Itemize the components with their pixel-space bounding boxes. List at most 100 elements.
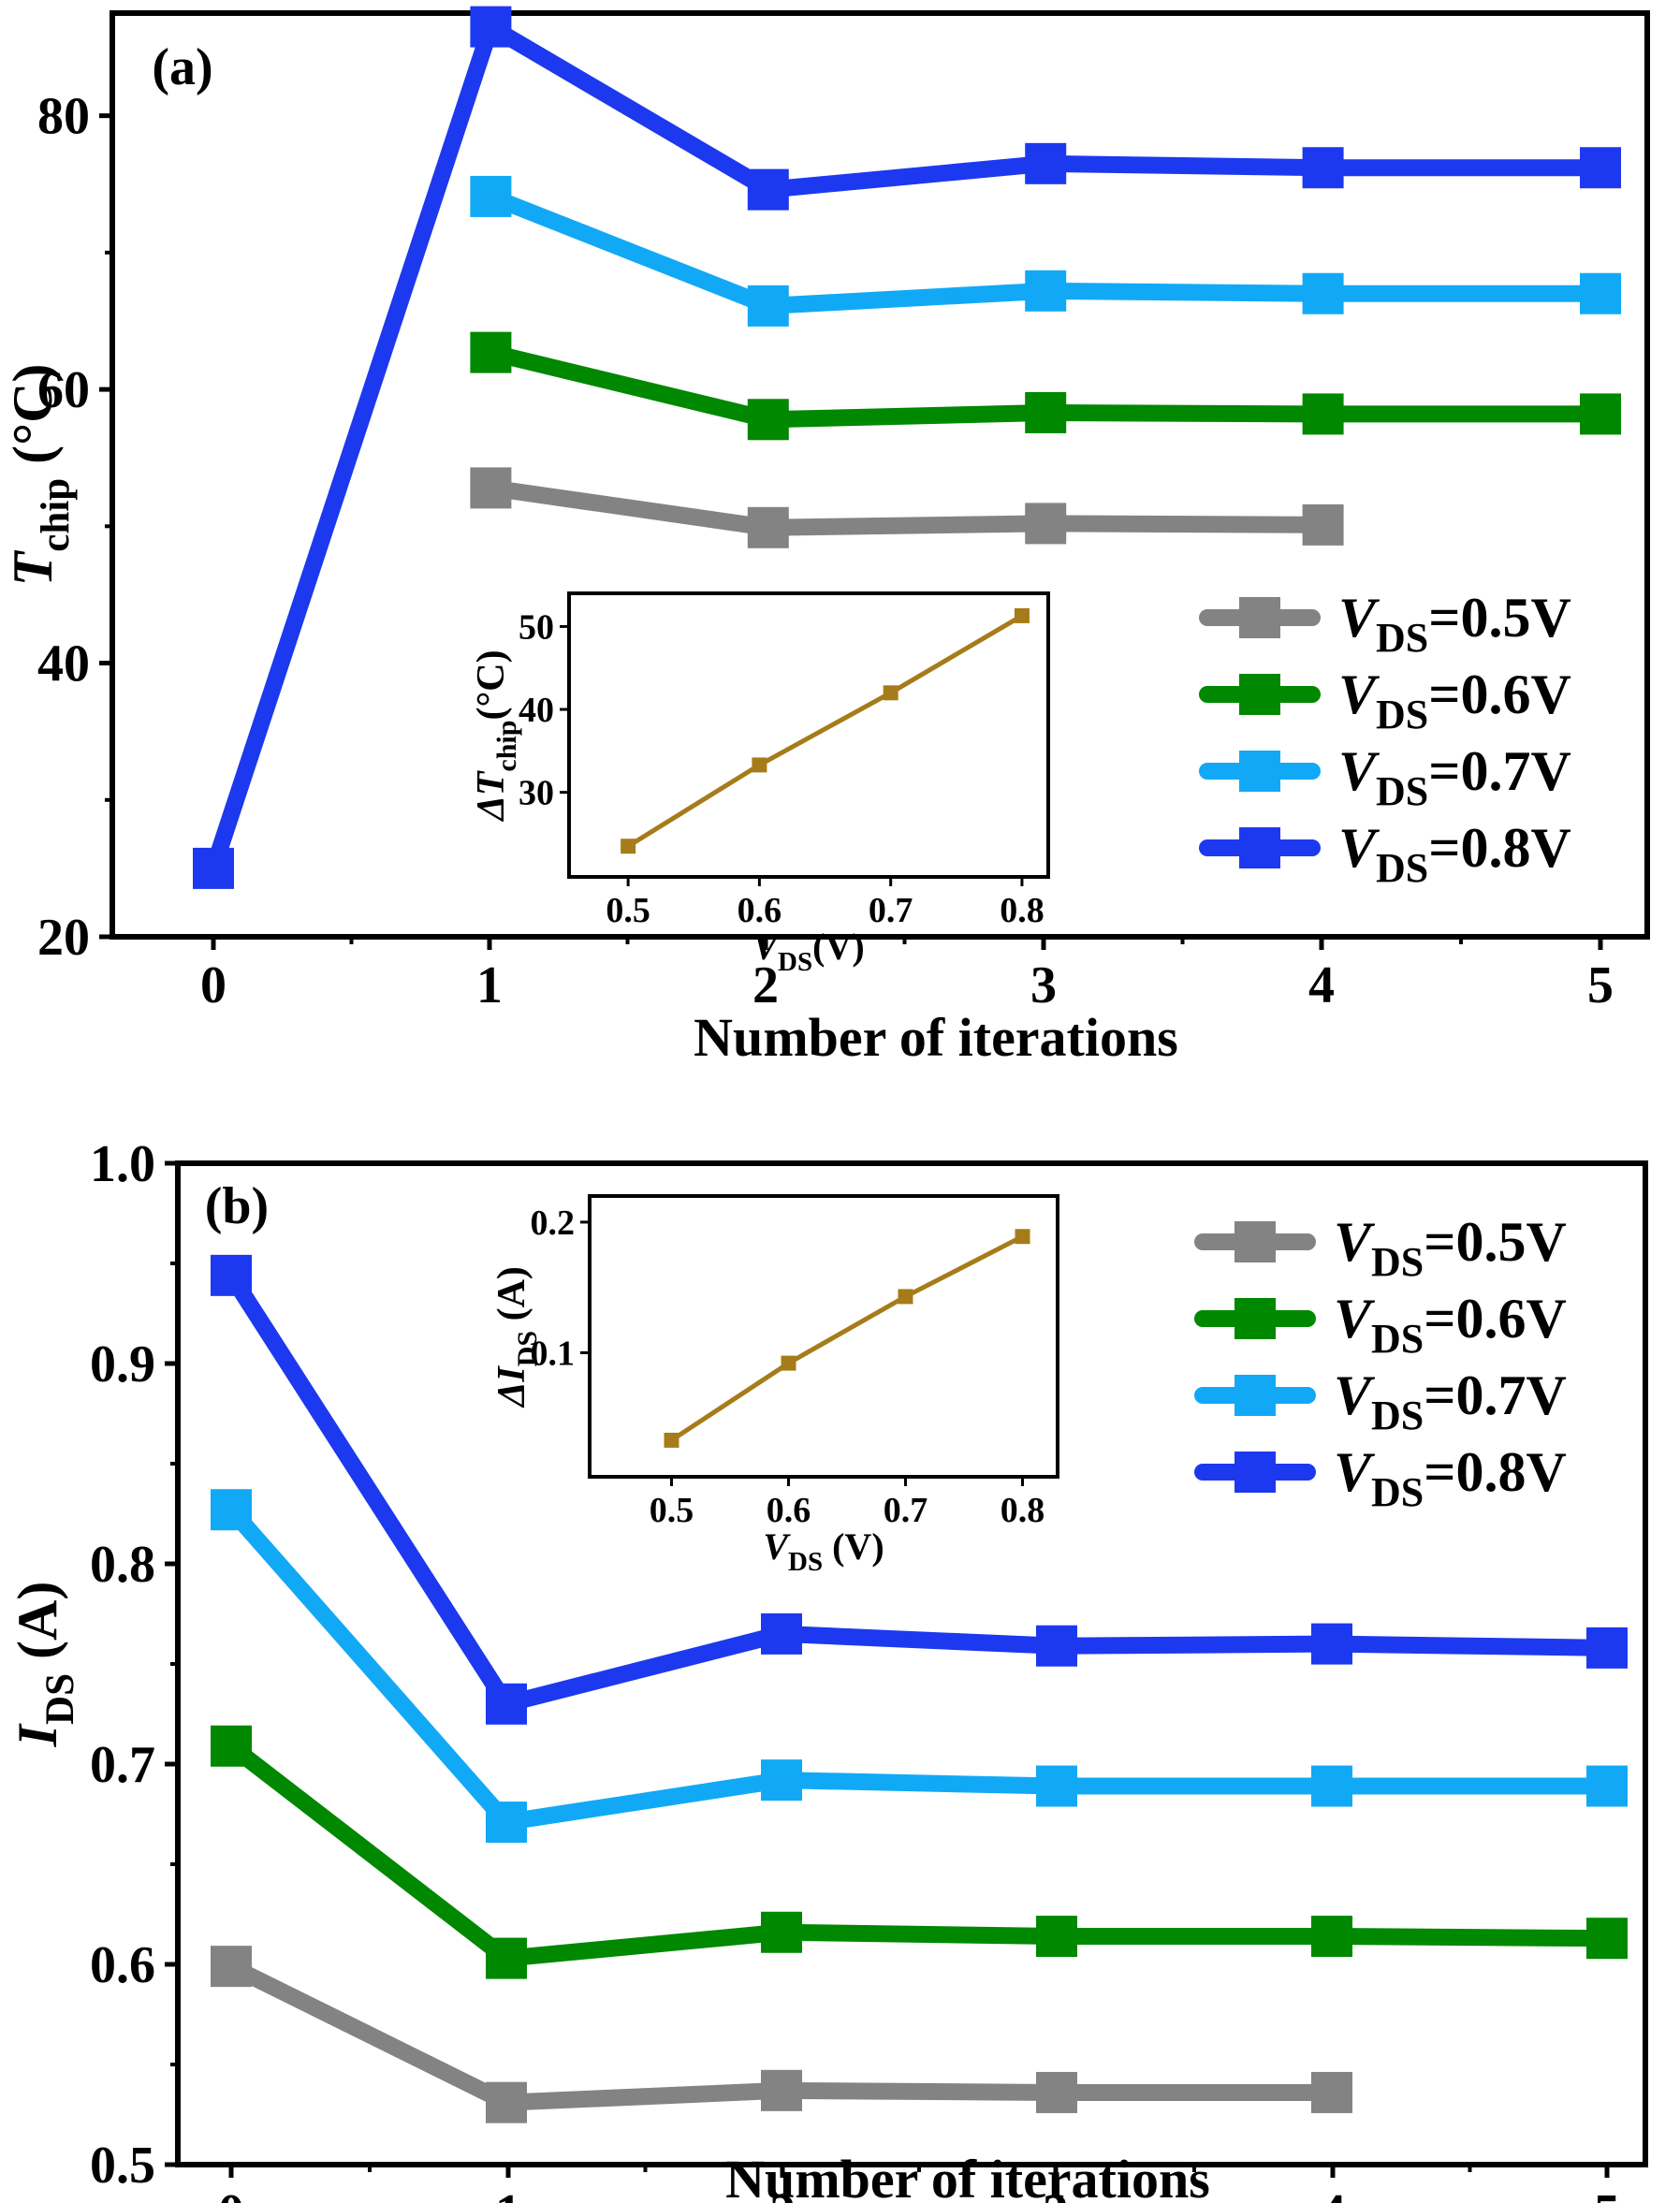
legend-label: VDS=0.8V <box>1334 1441 1567 1515</box>
x-tick-label: 4 <box>1320 2184 1346 2203</box>
series-line <box>223 1737 1615 1967</box>
legend-label: VDS=0.7V <box>1334 1364 1567 1438</box>
y-tick-label: 0.8 <box>90 1536 155 1594</box>
legend-label-eq: = <box>1428 664 1460 725</box>
series-0.5V <box>211 1946 1352 2123</box>
inset-y-tick-label: 50 <box>519 607 554 647</box>
legend-label-eq: = <box>1428 587 1460 649</box>
data-point <box>486 1683 527 1725</box>
data-point <box>1025 503 1067 545</box>
data-point <box>193 847 234 889</box>
inset-x-tick-label: 0.6 <box>738 891 782 930</box>
inset-x-tick-label: 0.8 <box>1000 891 1045 930</box>
x-tick-label: 3 <box>1043 2184 1069 2203</box>
legend-label-sub: DS <box>1371 1393 1424 1438</box>
y-tick-label: 1.0 <box>90 1135 155 1193</box>
x-tick-label: 5 <box>1587 956 1614 1014</box>
y-axis-title-unit: (°C) <box>2 364 64 478</box>
y-tick-label: 20 <box>37 909 90 967</box>
inset-data-point <box>621 839 636 854</box>
legend-swatch-marker <box>1239 751 1280 792</box>
data-point <box>1311 2071 1352 2113</box>
legend-label-eq: = <box>1428 817 1460 879</box>
y-tick-label: 60 <box>37 361 90 419</box>
legend-swatch-marker <box>1234 1221 1276 1262</box>
series-0.7V <box>211 1489 1628 1844</box>
inset-y-axis-title-unit: (A) <box>490 1266 533 1331</box>
data-point <box>747 506 789 548</box>
data-point <box>1586 1627 1628 1669</box>
inset-y-tick-label: 0.1 <box>531 1334 576 1373</box>
inset-data-point <box>781 1355 796 1371</box>
inset-x-tick-label: 0.6 <box>767 1491 811 1530</box>
data-point <box>1580 272 1621 314</box>
inset-x-axis-title-main: V <box>763 1525 791 1568</box>
legend-swatch-marker <box>1239 827 1280 868</box>
inset-data-point <box>883 685 898 701</box>
data-point <box>1580 147 1621 189</box>
data-point <box>470 6 512 48</box>
y-tick-label: 0.6 <box>90 1936 155 1994</box>
y-axis-title-unit: (A) <box>7 1582 68 1673</box>
plot-frame <box>110 10 1650 940</box>
inset-y-axis-title-sub: chip <box>491 721 522 772</box>
data-point <box>1025 270 1067 312</box>
x-tick-label: 4 <box>1308 956 1335 1014</box>
data-point <box>747 168 789 211</box>
inset-data-point <box>1015 1229 1030 1245</box>
legend-label-main: V <box>1334 1441 1376 1503</box>
inset-y-tick-label: 0.2 <box>531 1204 576 1243</box>
x-tick-label: 1 <box>476 956 503 1014</box>
inset-x-axis-title: VDS (V) <box>763 1525 884 1577</box>
inset-data-point <box>752 757 767 773</box>
inset-data-point <box>664 1432 679 1448</box>
legend-label-main: V <box>1334 1364 1376 1426</box>
series-0.5V <box>470 467 1344 548</box>
data-point <box>1311 1765 1352 1807</box>
legend-label-value: 0.6V <box>1460 664 1570 725</box>
inset-x-tick-label: 0.7 <box>884 1491 928 1530</box>
x-tick-label: 2 <box>752 956 779 1014</box>
series-0.6V <box>470 331 1621 441</box>
inset-x-axis-title-main: V <box>752 926 781 968</box>
y-axis-title-sub: chip <box>34 478 78 552</box>
legend-swatch-marker <box>1239 674 1280 715</box>
series-0.8V <box>211 1254 1628 1725</box>
legend-label: VDS=0.5V <box>1334 1211 1567 1285</box>
chart-a: 0 1 2 3 4 5 20 40 60 80 Number of iterations Tchip … <box>2 6 1650 1068</box>
data-point <box>1302 393 1344 435</box>
inset-x-axis-title-sub: DS <box>788 1547 823 1577</box>
legend-label-sub: DS <box>1376 768 1428 814</box>
data-point <box>486 1937 527 1979</box>
inset-y-axis-title-main: ΔT <box>470 769 513 822</box>
data-point <box>486 2081 527 2123</box>
inset-x-axis-title-sub: DS <box>778 947 812 977</box>
legend-label-sub: DS <box>1371 1469 1424 1515</box>
inset-x-tick-label: 0.8 <box>1001 1491 1045 1530</box>
legend-label-main: V <box>1338 587 1381 649</box>
legend-label: VDS=0.6V <box>1334 1288 1567 1362</box>
inset-x-tick-label: 0.5 <box>606 891 650 930</box>
data-point <box>1036 2071 1077 2113</box>
data-point <box>747 399 789 441</box>
legend-label-sub: DS <box>1376 692 1428 737</box>
legend-label-value: 0.6V <box>1455 1288 1566 1350</box>
inset-y-axis-title-main: ΔI <box>490 1365 533 1408</box>
legend-label-eq: = <box>1424 1288 1455 1350</box>
y-tick-label: 0.9 <box>90 1335 155 1393</box>
legend-label-eq: = <box>1424 1364 1455 1426</box>
legend-label-main: V <box>1334 1288 1376 1350</box>
data-point <box>1025 142 1067 184</box>
data-point <box>1311 1623 1352 1665</box>
legend-label-eq: = <box>1424 1441 1455 1503</box>
x-tick-label: 0 <box>200 956 226 1014</box>
chart-b: 0 1 2 3 4 5 0.5 0.6 0.7 0.8 0.9 1.0 Number of iterat… <box>7 1135 1648 2203</box>
data-point <box>1036 1625 1077 1667</box>
inset-y-axis-title: ΔTchip(°C) <box>470 649 522 822</box>
data-point <box>1025 391 1067 433</box>
legend-label: VDS=0.6V <box>1338 664 1571 737</box>
inset-y-axis-title-unit: (°C) <box>470 649 513 720</box>
legend-swatch-marker <box>1234 1298 1276 1339</box>
data-point <box>211 1254 252 1296</box>
inset-y-axis-title: ΔIDS (A) <box>490 1266 543 1408</box>
